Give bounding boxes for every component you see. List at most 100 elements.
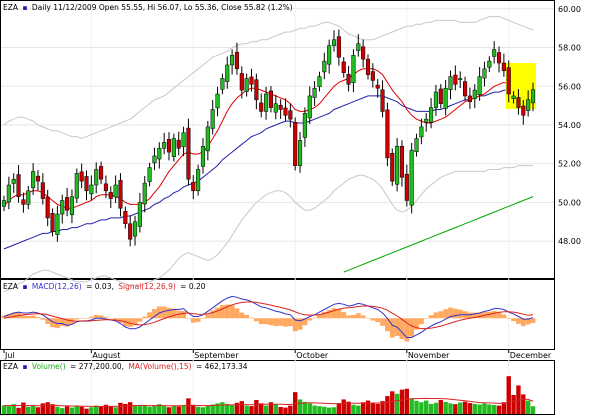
volume-symbol: EZA — [3, 362, 19, 371]
candle — [11, 173, 16, 193]
volume-bar — [317, 406, 322, 414]
macd-histogram-bar — [234, 308, 240, 319]
candle — [409, 142, 414, 214]
macd-histogram-bar — [292, 318, 298, 332]
candle-up — [395, 146, 400, 185]
band-upper-line — [3, 16, 534, 140]
candle — [205, 120, 210, 161]
macd-histogram-bar — [375, 318, 381, 323]
month-label: October — [296, 351, 329, 360]
candle — [128, 215, 133, 247]
macd-histogram-bar — [229, 304, 235, 319]
candle-up — [356, 43, 361, 51]
macd-histogram-bar — [186, 318, 191, 319]
macd-histogram-bar — [181, 310, 186, 319]
volume-bar — [79, 406, 84, 414]
price-tick-label: 52.00 — [558, 160, 581, 169]
volume-bar — [346, 401, 351, 414]
candle-down — [186, 127, 191, 180]
band-lower-line — [3, 165, 533, 292]
candle — [60, 194, 65, 224]
candle-up — [162, 142, 167, 149]
candle — [307, 86, 312, 125]
volume-bar — [171, 405, 177, 414]
volume-bar — [11, 404, 16, 414]
candle-down — [496, 52, 502, 64]
volume-bar — [380, 401, 385, 414]
candle — [113, 175, 118, 204]
candle — [443, 79, 448, 116]
volume-bar — [467, 403, 473, 414]
macd-histogram-bar — [190, 318, 196, 323]
macd-histogram-bar — [35, 317, 41, 319]
candle-down — [463, 81, 468, 97]
month-label: Jul — [4, 351, 15, 360]
candle — [278, 99, 283, 119]
candle-up — [472, 89, 477, 99]
candle-up — [132, 221, 138, 237]
macd-histogram-bar — [443, 309, 449, 319]
candle — [16, 165, 21, 203]
candle-down — [385, 109, 390, 159]
candle — [69, 189, 74, 224]
candle — [467, 87, 472, 109]
macd-histogram-bar — [113, 318, 119, 320]
candle — [35, 170, 41, 191]
candle — [375, 79, 380, 98]
macd-histogram-bar — [171, 308, 177, 319]
candle — [327, 39, 332, 74]
macd-histogram-bar — [501, 314, 507, 319]
macd-histogram-bar — [40, 318, 46, 320]
volume-bar — [433, 402, 439, 414]
macd-histogram-bar — [433, 312, 439, 319]
candle — [395, 137, 400, 192]
candle-up — [264, 93, 269, 112]
volume-bar — [50, 404, 55, 414]
volume-bar — [438, 400, 443, 414]
candle-up — [215, 93, 220, 109]
candle-up — [327, 45, 332, 65]
candle-down — [254, 79, 259, 101]
volume-bar — [45, 402, 50, 414]
macd-histogram-bar — [506, 318, 512, 319]
candle — [157, 142, 162, 169]
candle — [6, 176, 11, 210]
macd-histogram-bar — [273, 318, 279, 327]
volume-bar — [336, 403, 342, 414]
macd-histogram-bar — [414, 318, 419, 330]
candle — [317, 71, 322, 92]
volume-bar — [356, 405, 361, 414]
candle — [123, 206, 128, 229]
candle-down — [380, 89, 385, 112]
volume-bar — [307, 403, 312, 414]
candle — [487, 56, 492, 73]
candle-down — [390, 152, 395, 182]
candle — [65, 187, 70, 217]
price-tick-label: 58.00 — [558, 44, 581, 53]
candle — [521, 100, 526, 125]
candle-down — [268, 90, 273, 108]
volume-bar — [147, 406, 152, 414]
volume-bar — [506, 376, 511, 414]
volume-header: EZA ▪ Volume() = 277,200.00, MA(Volume()… — [3, 362, 248, 371]
candle-up — [273, 103, 278, 113]
ma-short-line — [3, 68, 534, 209]
macd-histogram-bar — [317, 314, 322, 319]
candle — [215, 86, 220, 117]
candle-up — [60, 200, 65, 215]
macd-histogram-bar — [239, 312, 245, 319]
volume-bar — [394, 393, 400, 414]
volume-bar — [181, 405, 186, 414]
volume-bar — [297, 399, 303, 414]
candle — [230, 49, 235, 75]
candle — [254, 73, 259, 110]
macd-histogram-bar — [321, 311, 327, 319]
candle — [424, 113, 429, 132]
candle-down — [35, 175, 41, 182]
candle — [419, 118, 424, 145]
macd-histogram-bar — [88, 316, 94, 319]
macd-histogram-bar — [351, 314, 356, 319]
volume-bar — [64, 406, 70, 414]
bollinger-bands — [3, 16, 534, 292]
volume-bar — [249, 406, 254, 414]
